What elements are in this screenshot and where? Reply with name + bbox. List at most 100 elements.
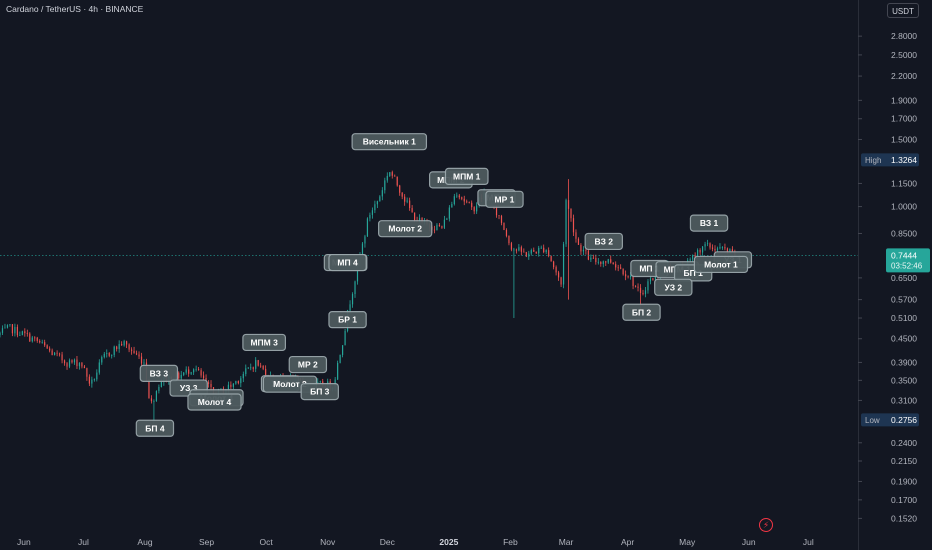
price-tick-label: 2.5000 — [891, 50, 917, 60]
currency-button[interactable]: USDT — [887, 3, 919, 18]
time-tick-label: Jun — [17, 537, 31, 547]
current-price-countdown: 03:52:46 — [891, 261, 923, 270]
candle-body — [262, 366, 264, 369]
candle-body — [339, 354, 341, 363]
candle-body — [625, 274, 627, 277]
price-tick-label: 0.1900 — [891, 476, 917, 486]
time-tick-label: May — [679, 537, 696, 547]
price-tick-label: 0.3900 — [891, 357, 917, 367]
candle-body — [54, 352, 56, 356]
candle-body — [101, 357, 103, 363]
candle-body — [714, 248, 716, 251]
candle-body — [610, 259, 612, 263]
lightning-icon[interactable]: ⚡ — [759, 518, 773, 532]
candle-body — [376, 201, 378, 205]
price-tick-label: 0.4500 — [891, 334, 917, 344]
pattern-label: БП 2 — [622, 303, 661, 321]
candle-body — [637, 286, 639, 288]
candle-body — [16, 327, 18, 336]
candle-body — [21, 331, 23, 336]
candle-body — [525, 252, 527, 257]
candle-body — [649, 278, 652, 282]
candle-body — [180, 374, 182, 379]
pattern-label-text: БР 1 — [338, 315, 357, 325]
candle-body — [106, 353, 108, 354]
pattern-label-text: МПМ 3 — [250, 337, 278, 347]
price-tick-label: 0.1520 — [891, 513, 917, 523]
candle-body — [600, 261, 602, 264]
candle-body — [227, 384, 230, 390]
candle-body — [123, 341, 125, 346]
candle-body — [91, 379, 93, 384]
price-tick-label: 2.2000 — [891, 71, 917, 81]
candle-body — [699, 250, 701, 253]
high-marker: High 1.3264 — [861, 153, 919, 167]
low-marker: Low 0.2756 — [861, 413, 919, 427]
candle-body — [354, 281, 356, 295]
candle-body — [200, 370, 202, 376]
candle-body — [19, 335, 21, 336]
pattern-label: БП 3 — [300, 382, 339, 401]
candle-body — [220, 388, 222, 390]
pattern-label: МР 2 — [288, 355, 328, 374]
pattern-label-box — [584, 232, 623, 251]
price-tick-label: 0.8500 — [891, 228, 917, 238]
candle-body — [451, 204, 453, 208]
pattern-label-box — [351, 133, 428, 151]
price-tick-label: 1.5000 — [891, 134, 917, 144]
candle-body — [56, 352, 58, 354]
pattern-label-box — [444, 167, 489, 185]
candle-body — [627, 276, 629, 278]
candle-body — [592, 257, 594, 259]
candle-body — [71, 360, 73, 363]
price-tick-label: 1.9000 — [891, 95, 917, 105]
candle-body — [597, 261, 599, 263]
chart-title: Cardano / TetherUS · 4h · BINANCE — [6, 4, 144, 14]
candle-body — [724, 247, 726, 249]
pattern-label-text: Молот 2 — [273, 379, 307, 389]
time-tick-label: Apr — [621, 537, 634, 547]
candle-body — [520, 247, 522, 252]
pattern-label-box — [135, 419, 175, 437]
candle-body — [495, 205, 498, 216]
candle-body — [704, 244, 706, 247]
candle-body — [540, 247, 542, 249]
pattern-label-text: ВЗ 2 — [595, 236, 614, 246]
price-tick-label: 1.1500 — [891, 178, 917, 188]
candle-body — [250, 367, 252, 369]
candle-body — [396, 176, 398, 186]
candle-body — [456, 195, 458, 197]
pattern-label-text: МП 4 — [337, 258, 358, 268]
candle-body — [232, 383, 234, 387]
candle-body — [711, 247, 714, 249]
high-marker-label: High — [865, 156, 881, 165]
candle-body — [404, 196, 406, 202]
candle-body — [709, 243, 711, 248]
candle-body — [414, 212, 416, 221]
candle-body — [384, 180, 386, 191]
candle-body — [453, 196, 455, 205]
candle-body — [533, 250, 535, 252]
candle-body — [729, 249, 731, 253]
candle-body — [446, 218, 448, 220]
candle-body — [143, 362, 145, 364]
candle-body — [438, 224, 441, 227]
candle-body — [349, 304, 351, 311]
candle-body — [36, 337, 38, 341]
pattern-label: Молот 4 — [187, 393, 242, 411]
candle-body — [622, 268, 624, 275]
candle-body — [689, 259, 691, 261]
candle-body — [188, 369, 190, 374]
pattern-label-text: БП 3 — [310, 387, 330, 397]
candle-body — [66, 363, 68, 367]
candle-body — [570, 208, 572, 219]
candle-body — [148, 379, 150, 399]
pattern-label-text: МПМ 1 — [453, 171, 481, 181]
candle-body — [255, 360, 257, 369]
price-tick-label: 0.5100 — [891, 313, 917, 323]
candle-body — [133, 350, 135, 354]
candle-body — [41, 342, 43, 343]
candle-body — [557, 272, 560, 278]
candle-body — [240, 378, 242, 384]
